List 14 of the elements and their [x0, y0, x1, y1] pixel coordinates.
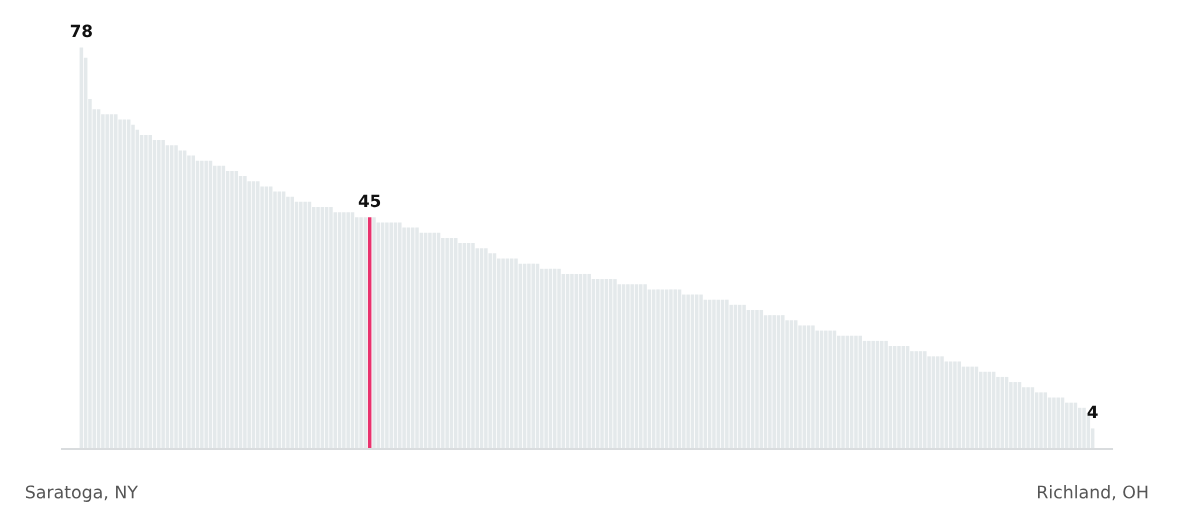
bar — [574, 273, 579, 449]
data-label: 45 — [358, 194, 381, 208]
bar — [858, 335, 863, 449]
x-tick-label: Richland, OH — [1038, 485, 1148, 501]
bar — [191, 155, 196, 449]
data-label: 4 — [1087, 405, 1098, 418]
bar — [836, 335, 841, 449]
data-label: 78 — [70, 24, 92, 38]
bar — [372, 217, 376, 449]
x-tick-label: Saratoga, NY — [25, 485, 138, 502]
bar — [978, 371, 983, 449]
bar — [453, 237, 458, 449]
bar — [716, 299, 721, 449]
bar — [595, 279, 600, 449]
